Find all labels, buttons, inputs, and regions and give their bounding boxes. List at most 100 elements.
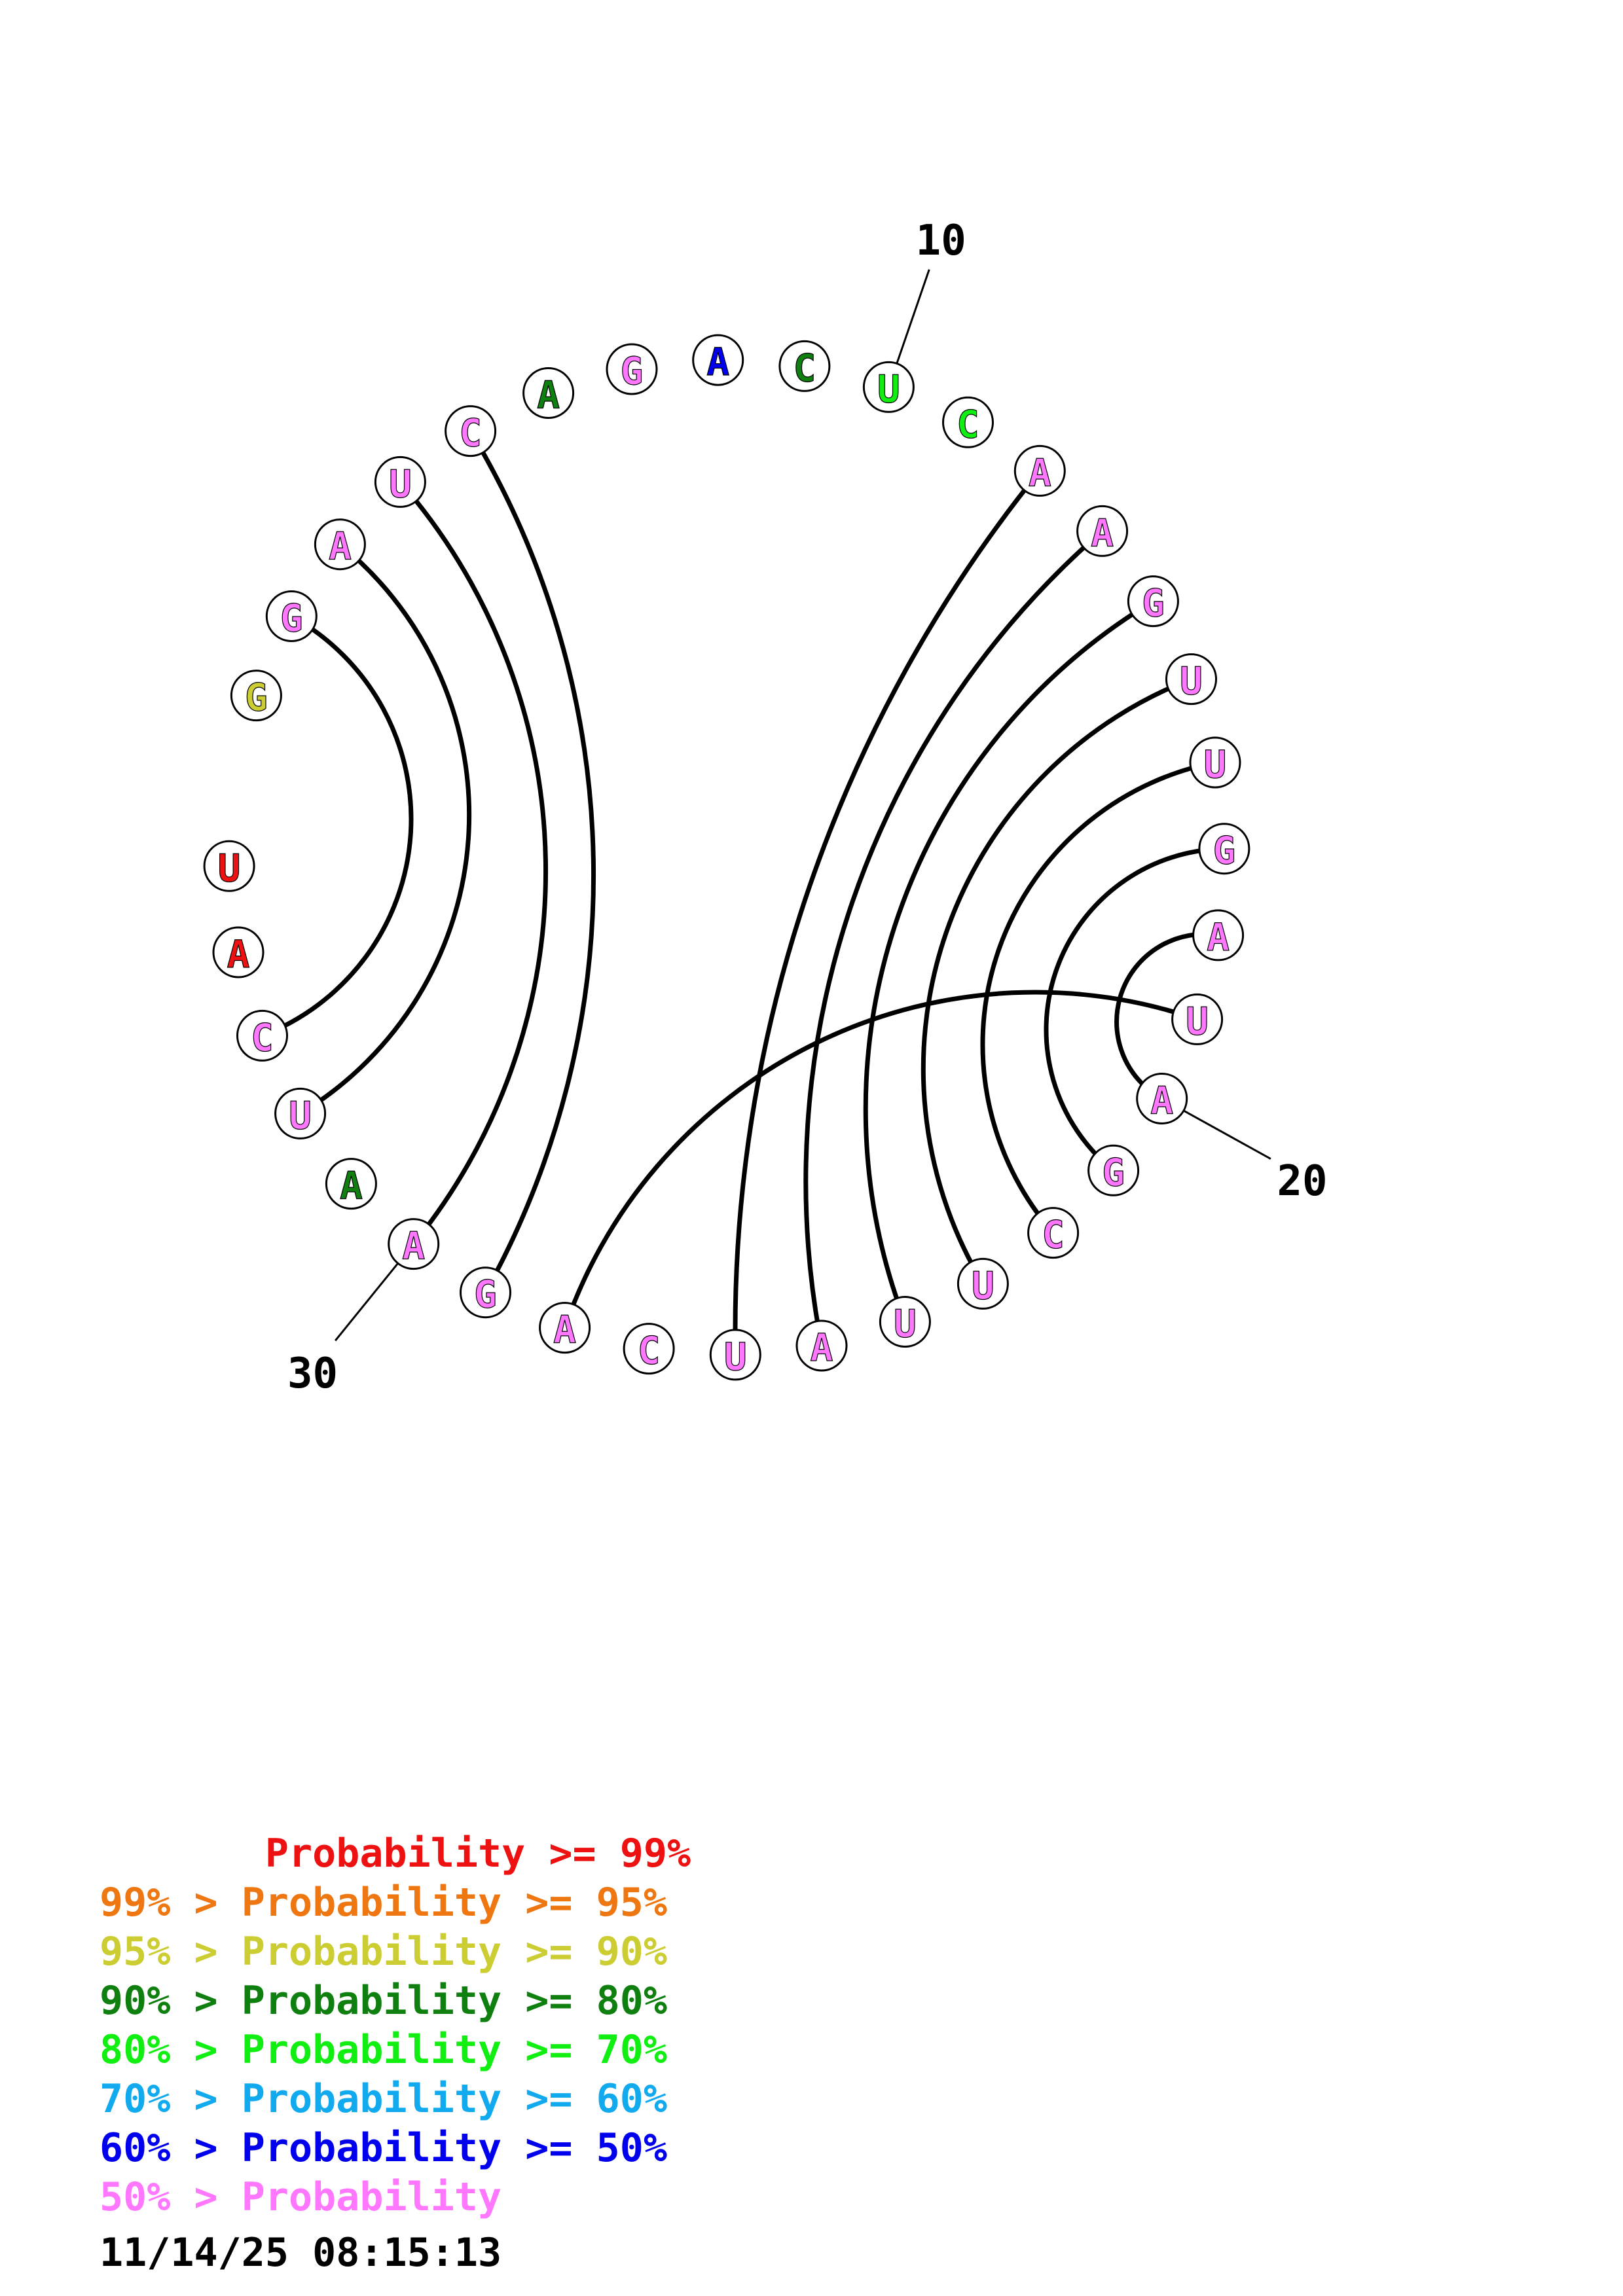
base-letter-25: A xyxy=(811,1325,833,1370)
base-12: A xyxy=(1013,444,1066,497)
base-14: G xyxy=(1127,575,1179,628)
base-circle-3 xyxy=(314,518,366,571)
tick-line-20 xyxy=(1183,1109,1271,1160)
base-circle-4 xyxy=(374,456,426,508)
base-7: G xyxy=(606,343,658,395)
base-letter-7: G xyxy=(621,349,644,393)
base-letter-22: C xyxy=(1042,1213,1065,1257)
base-circle-13 xyxy=(1076,505,1129,557)
base-17: G xyxy=(1198,823,1250,875)
base-circle-22 xyxy=(1027,1207,1080,1259)
tick-label-20: 20 xyxy=(1277,1157,1327,1206)
pair-arc-12-26 xyxy=(733,469,1042,1355)
base-circle-16 xyxy=(1189,736,1241,789)
base-5: C xyxy=(445,405,497,457)
base-24: U xyxy=(879,1296,931,1348)
legend-entry-8: 50% > Probability xyxy=(100,2174,502,2220)
base-25: A xyxy=(795,1319,848,1372)
base-32: U xyxy=(274,1087,327,1139)
base-circle-5 xyxy=(445,405,497,457)
base-9: C xyxy=(778,340,831,392)
base-circle-10 xyxy=(862,361,915,413)
pair-arc-14-24 xyxy=(863,599,1155,1323)
tick-line-10 xyxy=(896,269,930,364)
base-letter-16: U xyxy=(1204,742,1227,787)
base-circle-24 xyxy=(879,1296,931,1348)
base-circle-32 xyxy=(274,1087,327,1139)
base-letter-8: A xyxy=(706,340,729,384)
base-letter-29: G xyxy=(474,1272,497,1317)
base-10: U xyxy=(862,361,915,413)
base-35: U xyxy=(203,840,255,892)
base-letter-31: A xyxy=(340,1164,363,1208)
base-circle-27 xyxy=(623,1323,675,1375)
legend-entry-4: 90% > Probability >= 80% xyxy=(100,1978,667,2024)
timestamp: 11/14/25 08:15:13 xyxy=(100,2230,502,2276)
pair-arc-19-28 xyxy=(562,990,1198,1329)
base-letter-23: U xyxy=(972,1263,994,1308)
base-letter-12: A xyxy=(1029,450,1051,495)
base-13: A xyxy=(1076,505,1129,557)
base-circle-30 xyxy=(388,1218,440,1270)
base-letter-34: A xyxy=(227,932,250,977)
base-letter-14: G xyxy=(1142,581,1165,626)
base-circle-19 xyxy=(1171,993,1224,1045)
base-letter-6: A xyxy=(537,373,560,418)
base-letter-18: A xyxy=(1207,915,1230,960)
base-1: G xyxy=(230,670,282,722)
base-28: A xyxy=(539,1302,591,1354)
base-30: A xyxy=(388,1218,440,1270)
pair-arc-17-21 xyxy=(1044,846,1224,1173)
base-15: U xyxy=(1165,653,1217,706)
base-19: U xyxy=(1171,993,1224,1045)
base-21: G xyxy=(1087,1144,1140,1196)
base-letter-13: A xyxy=(1091,511,1114,555)
base-letter-33: C xyxy=(251,1015,274,1060)
base-letter-3: A xyxy=(329,524,352,569)
base-letter-17: G xyxy=(1213,829,1235,873)
base-22: C xyxy=(1027,1207,1080,1259)
base-circle-35 xyxy=(203,840,255,892)
base-33: C xyxy=(236,1009,288,1062)
base-circle-11 xyxy=(942,396,994,448)
base-18: A xyxy=(1192,909,1245,961)
base-16: U xyxy=(1189,736,1241,789)
base-circle-23 xyxy=(957,1257,1009,1310)
pair-arc-5-29 xyxy=(468,429,596,1294)
base-circle-14 xyxy=(1127,575,1179,628)
legend-entry-7: 60% > Probability >= 50% xyxy=(100,2125,667,2171)
base-29: G xyxy=(460,1266,511,1319)
base-circle-33 xyxy=(236,1009,288,1062)
legend-entry-5: 80% > Probability >= 70% xyxy=(100,2027,667,2073)
base-circle-21 xyxy=(1087,1144,1140,1196)
tick-label-30: 30 xyxy=(287,1350,338,1398)
base-circle-15 xyxy=(1165,653,1217,706)
base-letter-5: C xyxy=(459,411,482,456)
base-circle-17 xyxy=(1198,823,1250,875)
base-23: U xyxy=(957,1257,1009,1310)
base-letter-4: U xyxy=(389,461,412,506)
base-letter-24: U xyxy=(894,1302,917,1346)
legend-entry-1: Probability >= 99% xyxy=(100,1831,691,1876)
tick-label-10: 10 xyxy=(916,217,966,265)
base-circle-31 xyxy=(325,1158,377,1210)
base-circle-1 xyxy=(230,670,282,722)
base-letter-1: G xyxy=(245,675,268,720)
base-circle-25 xyxy=(795,1319,848,1372)
base-circle-20 xyxy=(1136,1073,1188,1124)
base-letter-10: U xyxy=(877,367,900,411)
pair-arc-18-20 xyxy=(1114,931,1219,1101)
base-27: C xyxy=(623,1323,675,1375)
base-circle-2 xyxy=(265,590,318,642)
base-26: U xyxy=(709,1329,761,1381)
base-letter-27: C xyxy=(638,1329,661,1373)
base-letter-30: A xyxy=(402,1224,425,1268)
base-circle-6 xyxy=(522,367,575,419)
base-circle-28 xyxy=(539,1302,591,1354)
base-circle-12 xyxy=(1013,444,1066,497)
base-circle-18 xyxy=(1192,909,1245,961)
pair-arc-4-30 xyxy=(398,480,549,1246)
base-circle-7 xyxy=(606,343,658,395)
legend-entry-3: 95% > Probability >= 90% xyxy=(100,1929,667,1975)
